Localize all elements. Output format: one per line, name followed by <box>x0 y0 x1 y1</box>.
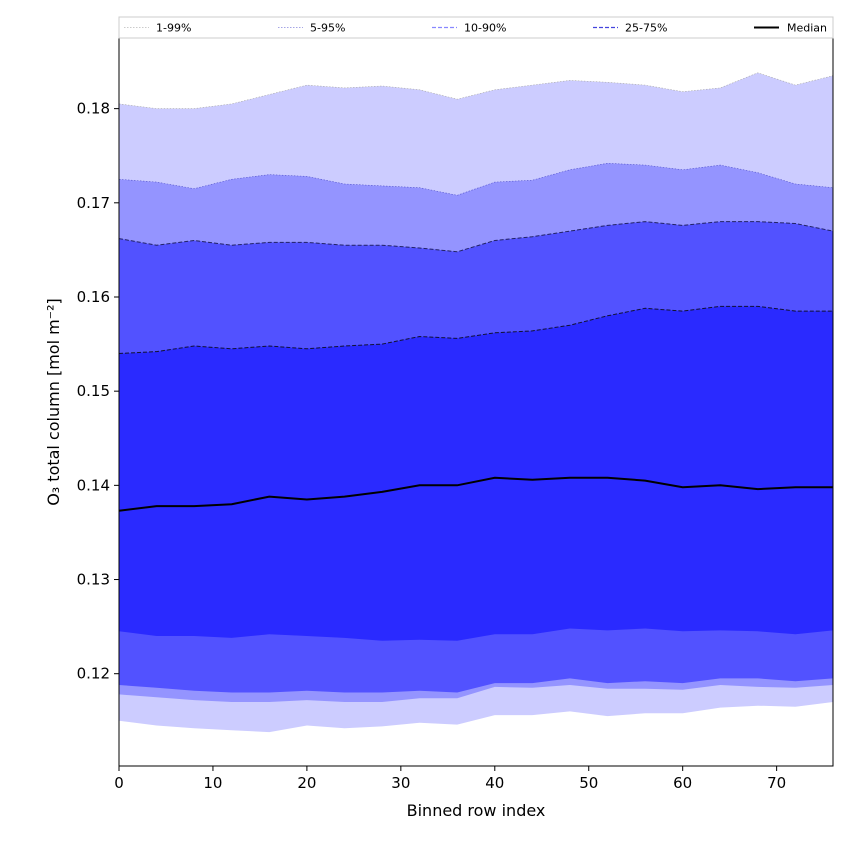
band-upper-edge-10-90pct <box>118 221 834 253</box>
x-axis-ticks: 0 10 20 30 40 50 60 70 <box>114 766 786 792</box>
legend-box <box>118 16 834 39</box>
legend-label: 10-90% <box>464 22 506 35</box>
y-tick-label: 0.17 <box>77 194 110 212</box>
band-upper-edge-5-95pct <box>118 162 834 196</box>
y-tick-label: 0.12 <box>77 665 110 683</box>
x-tick-label: 40 <box>485 774 504 792</box>
x-tick-label: 0 <box>114 774 124 792</box>
x-tick-label: 70 <box>767 774 786 792</box>
median-line-group <box>118 476 833 512</box>
x-tick-label: 50 <box>579 774 598 792</box>
legend-label: Median <box>787 22 827 35</box>
y-axis-ticks: 0.12 0.13 0.14 0.15 0.16 0.17 0.18 <box>77 100 119 683</box>
y-axis-label: O₃ total column [mol m⁻²] <box>44 298 63 506</box>
x-tick-label: 30 <box>391 774 410 792</box>
x-tick-label: 60 <box>673 774 692 792</box>
legend-label: 1-99% <box>156 22 191 35</box>
percentile-bands <box>118 72 834 733</box>
y-tick-label: 0.14 <box>77 476 110 494</box>
band-25-75pct <box>119 306 833 641</box>
x-tick-label: 20 <box>297 774 316 792</box>
legend-label: 5-95% <box>310 22 345 35</box>
x-tick-label: 10 <box>203 774 222 792</box>
legend: 1-99% 5-95% 10-90% 25-75% Median <box>118 16 834 39</box>
legend-label: 25-75% <box>625 22 667 35</box>
median-line <box>118 476 833 512</box>
y-tick-label: 0.13 <box>77 571 110 589</box>
y-tick-label: 0.18 <box>77 100 110 118</box>
x-axis-label: Binned row index <box>407 801 546 820</box>
y-tick-label: 0.15 <box>77 382 110 400</box>
y-tick-label: 0.16 <box>77 288 110 306</box>
